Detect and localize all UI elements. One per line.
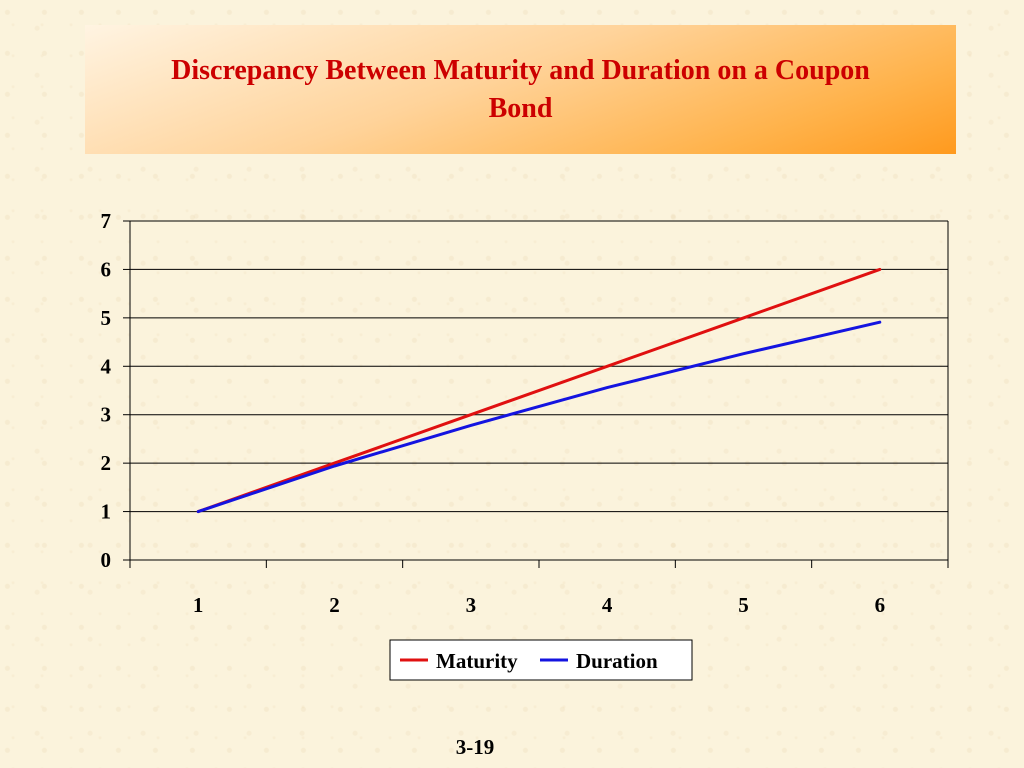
series-line-duration bbox=[196, 320, 882, 514]
title-banner: Discrepancy Between Maturity and Duratio… bbox=[85, 25, 956, 154]
y-tick-label: 3 bbox=[101, 403, 112, 427]
x-tick-label: 3 bbox=[466, 593, 477, 617]
y-tick-label: 4 bbox=[101, 354, 112, 378]
legend-label-maturity: Maturity bbox=[436, 649, 518, 673]
x-tick-label: 1 bbox=[193, 593, 204, 617]
y-tick-label: 2 bbox=[101, 451, 112, 475]
x-tick-label: 6 bbox=[875, 593, 886, 617]
y-tick-label: 6 bbox=[101, 257, 112, 281]
y-tick-label: 1 bbox=[101, 500, 112, 524]
slide-title: Discrepancy Between Maturity and Duratio… bbox=[171, 54, 870, 124]
x-tick-label: 5 bbox=[738, 593, 749, 617]
page-number: 3-19 bbox=[455, 735, 495, 759]
x-tick-label: 2 bbox=[329, 593, 340, 617]
legend-label-duration: Duration bbox=[576, 649, 658, 673]
series-line-maturity bbox=[196, 267, 882, 514]
y-tick-label: 5 bbox=[101, 306, 112, 330]
y-tick-label: 0 bbox=[101, 548, 112, 572]
y-tick-label: 7 bbox=[101, 209, 112, 233]
x-tick-label: 4 bbox=[602, 593, 613, 617]
